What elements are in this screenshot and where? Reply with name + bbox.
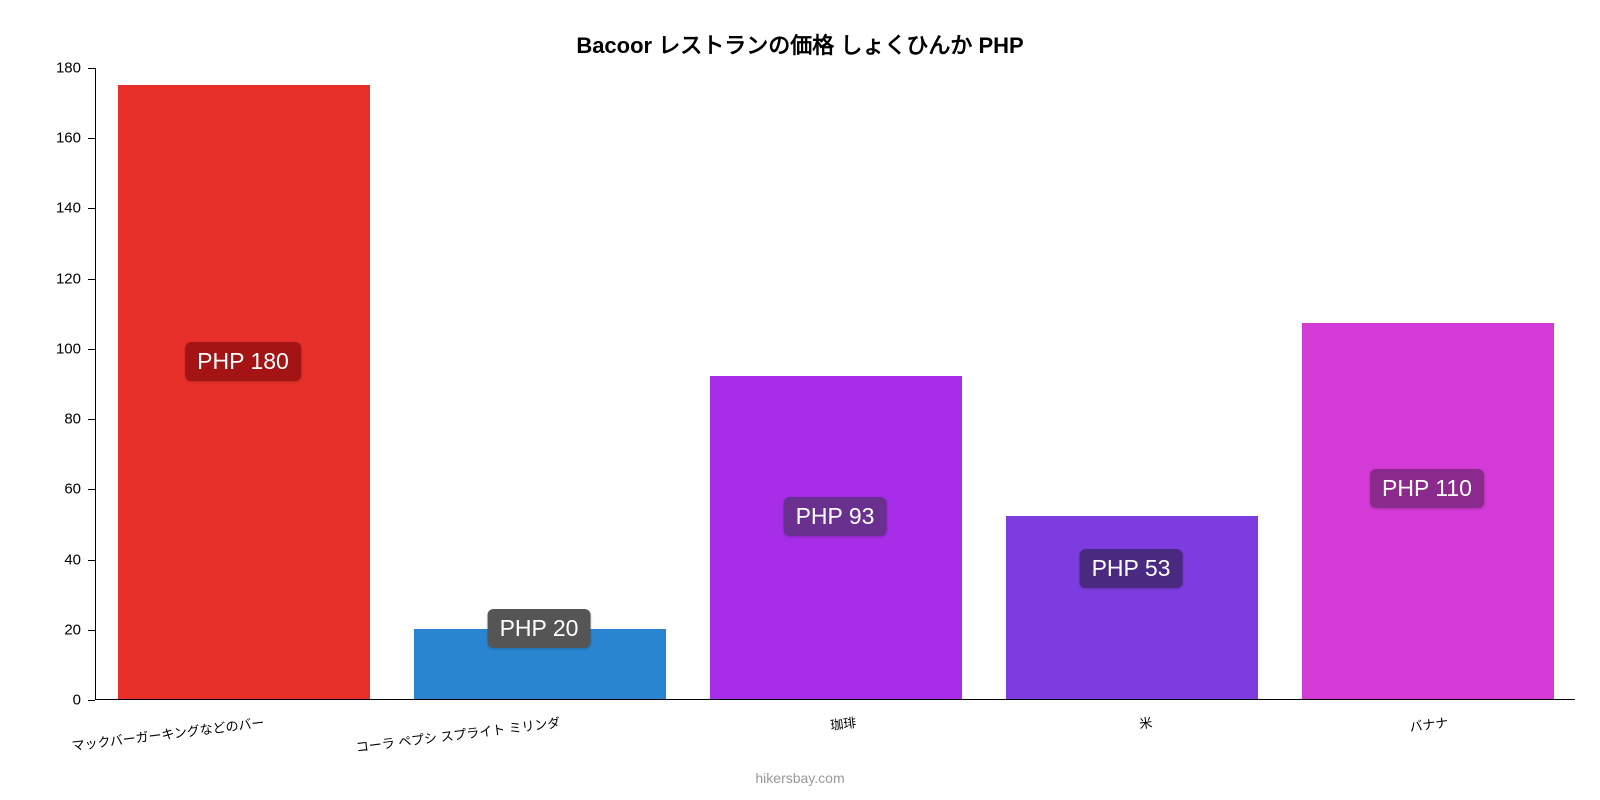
y-tick-label: 20: [0, 621, 81, 638]
y-tick-label: 80: [0, 411, 81, 428]
y-tick-label: 100: [0, 340, 81, 357]
bar-value-badge: PHP 110: [1370, 469, 1484, 508]
bar-value-badge: PHP 93: [784, 497, 887, 536]
y-tick-mark: [88, 630, 95, 631]
bar: [1006, 516, 1258, 699]
y-tick-mark: [88, 208, 95, 209]
bar-value-badge: PHP 53: [1080, 549, 1183, 588]
bar: [710, 376, 962, 699]
y-tick-label: 0: [0, 692, 81, 709]
y-tick-mark: [88, 279, 95, 280]
y-tick-label: 180: [0, 60, 81, 77]
bar-value-badge: PHP 180: [185, 342, 301, 381]
x-category-label: コーラ ペプシ スプライト ミリンダ: [355, 712, 562, 756]
bar: [1302, 323, 1554, 699]
source-label: hikersbay.com: [0, 770, 1600, 786]
y-tick-label: 160: [0, 130, 81, 147]
bar-value-badge: PHP 20: [488, 609, 591, 648]
y-tick-label: 60: [0, 481, 81, 498]
y-tick-mark: [88, 138, 95, 139]
chart-title: Bacoor レストランの価格 しょくひんか PHP: [0, 28, 1600, 60]
y-tick-label: 120: [0, 270, 81, 287]
y-tick-mark: [88, 349, 95, 350]
y-tick-label: 140: [0, 200, 81, 217]
plot-area: [95, 68, 1575, 700]
y-tick-mark: [88, 489, 95, 490]
y-tick-label: 40: [0, 551, 81, 568]
y-tick-mark: [88, 68, 95, 69]
x-category-label: 米: [1138, 712, 1153, 732]
x-category-label: マックバーガーキングなどのバー: [70, 712, 265, 754]
x-category-label: バナナ: [1408, 712, 1449, 736]
bar: [118, 85, 370, 699]
y-tick-mark: [88, 560, 95, 561]
y-tick-mark: [88, 419, 95, 420]
y-tick-mark: [88, 700, 95, 701]
x-category-label: 珈琲: [829, 712, 857, 734]
